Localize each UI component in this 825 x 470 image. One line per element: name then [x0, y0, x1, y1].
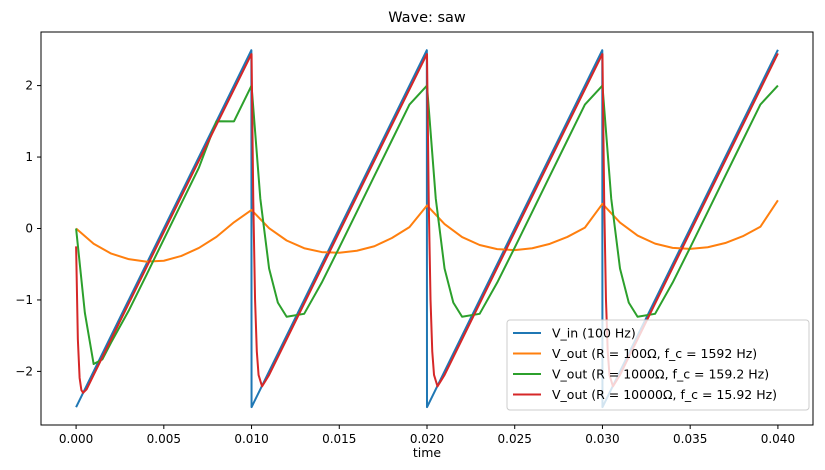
x-tick-label: 0.030: [585, 432, 619, 446]
legend-box: [506, 319, 810, 411]
x-tick-label: 0.010: [234, 432, 268, 446]
y-tick-label: 0: [25, 222, 33, 236]
x-tick-label: 0.035: [673, 432, 707, 446]
y-tick-label: 2: [25, 79, 33, 93]
legend-label-3: V_out (R = 10000Ω, f_c = 15.92 Hz): [552, 387, 777, 402]
legend: V_in (100 Hz) V_out (R = 100Ω, f_c = 1592…: [506, 319, 810, 411]
legend-label-2: V_out (R = 1000Ω, f_c = 159.2 Hz): [552, 367, 769, 382]
y-axis: −2 −1 0 1 2: [15, 79, 41, 378]
chart-title: Wave: saw: [388, 10, 466, 26]
series-line-1: [75, 199, 779, 263]
x-tick-label: 0.000: [59, 432, 93, 446]
x-axis: 0.000 0.005 0.010 0.015 0.020 0.025 0.030 0.035…: [59, 425, 795, 446]
x-axis-label: time: [413, 445, 442, 460]
x-tick-label: 0.015: [322, 432, 356, 446]
x-tick-label: 0.040: [761, 432, 795, 446]
legend-label-1: V_out (R = 100Ω, f_c = 1592 Hz): [552, 346, 757, 361]
legend-label-0: V_in (100 Hz): [552, 326, 636, 341]
y-tick-label: −2: [15, 364, 33, 378]
y-tick-label: 1: [25, 150, 33, 164]
x-tick-label: 0.005: [147, 432, 181, 446]
x-tick-label: 0.020: [410, 432, 444, 446]
y-tick-label: −1: [15, 293, 33, 307]
x-tick-label: 0.025: [498, 432, 532, 446]
